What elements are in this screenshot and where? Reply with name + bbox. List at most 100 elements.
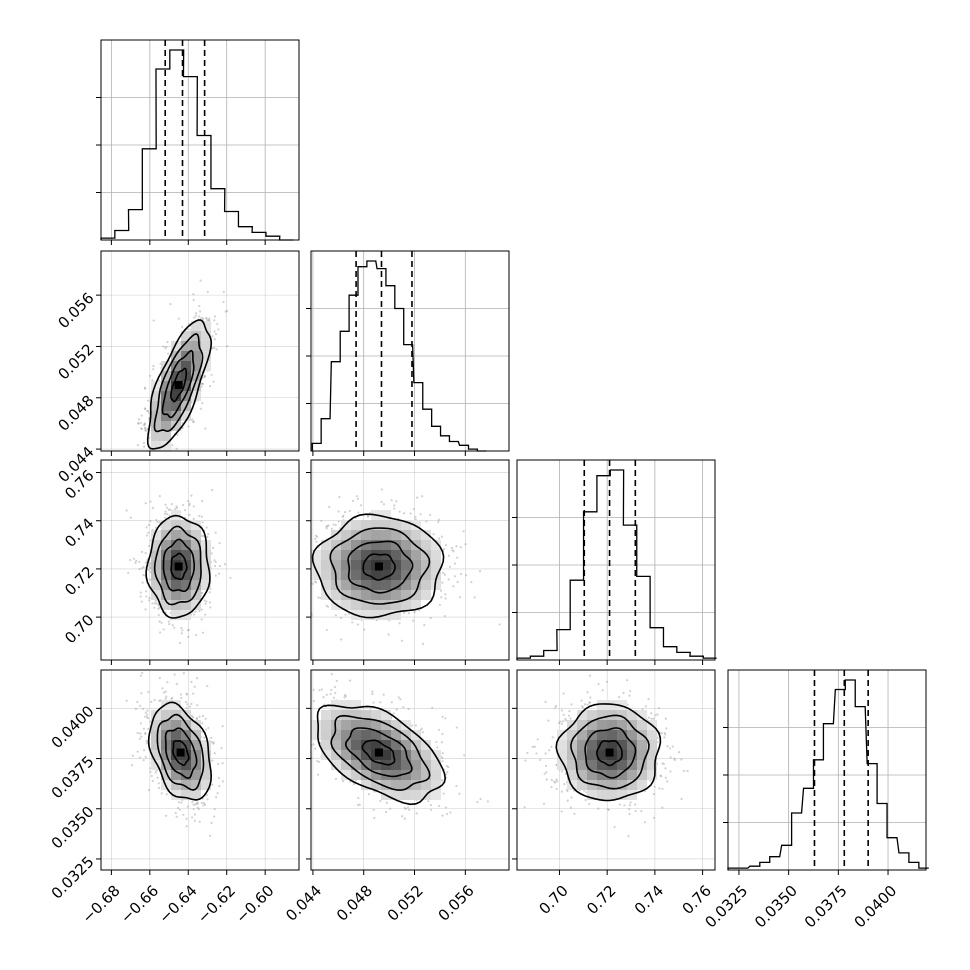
y-tick-label: 0.0375 [48,752,98,802]
scatter-point [142,441,145,444]
scatter-point [148,596,151,600]
scatter-point [205,728,208,731]
scatter-point [165,793,168,796]
density-cell [401,580,411,590]
scatter-point [213,330,216,333]
density-cell [351,560,361,570]
contour-line [153,525,202,606]
density-cell [391,520,401,530]
scatter-point [208,591,211,594]
scatter-point [432,533,435,536]
scatter-point [206,535,209,538]
scatter-point [441,760,444,763]
scatter-point [164,697,167,700]
scatter-point [442,792,445,795]
scatter-point [161,687,164,690]
scatter-point [170,503,173,506]
scatter-point [367,793,370,796]
scatter-point [188,513,191,516]
scatter-point [335,679,338,682]
density-cell [391,600,401,610]
scatter-point [326,524,329,528]
scatter-point [144,755,147,759]
scatter-point [161,457,163,459]
x-tick-label: −0.62 [194,882,239,927]
scatter-point [158,495,161,498]
scatter-point [162,628,165,631]
scatter-point [429,804,433,807]
scatter-point [149,500,152,503]
scatter-point [473,596,476,599]
density-cell [391,560,401,570]
scatter-point [201,631,205,634]
density-cell [431,540,441,550]
density-cell [161,590,171,600]
density-cell [171,421,181,431]
scatter-point [164,516,167,519]
scatter-point [303,693,305,695]
scatter-point [151,507,154,510]
scatter-point [144,502,147,505]
contour-line [162,538,195,593]
scatter-point [185,706,188,709]
scatter-point [476,800,479,804]
scatter-point [316,535,319,538]
scatter-point [402,611,406,614]
scatter-point [444,717,447,720]
scatter-point [399,698,402,701]
scatter-point [330,527,334,530]
density-cell [341,570,351,580]
scatter-point [393,504,396,507]
scatter-point [212,742,215,745]
density-cell [391,530,401,540]
scatter-point [173,673,176,676]
scatter-point [192,420,195,423]
density-cell [171,520,181,530]
scatter-point [125,699,128,702]
scatter-point [154,771,157,774]
scatter-point [139,421,143,425]
scatter-point [312,743,315,746]
scatter-point [171,624,174,627]
density-cell [381,540,391,550]
scatter-point [211,488,214,492]
scatter-point [157,604,160,607]
scatter-point [213,807,216,811]
density-cell [191,560,201,570]
scatter-point [151,602,154,605]
scatter-point [314,581,318,584]
scatter-point [207,726,210,730]
scatter-point [437,728,441,732]
scatter-point [304,542,306,544]
density-cell [171,540,181,550]
scatter-point [147,410,150,413]
density-cell [421,590,431,600]
scatter-point [211,759,214,762]
scatter-point [222,290,225,293]
scatter-point [407,707,410,711]
scatter-point [356,623,359,626]
scatter-point [398,622,401,625]
scatter-point [175,506,179,509]
scatter-point [153,606,156,609]
scatter-point [155,602,158,605]
scatter-point [134,707,138,710]
density-cell [421,560,431,570]
scatter-point [145,715,149,719]
scatter-point [202,804,205,807]
scatter-point [198,715,201,718]
scatter-point [191,418,194,421]
scatter-point [382,693,385,696]
scatter-point [215,796,218,799]
scatter-point [334,614,338,617]
scatter-point [344,695,347,698]
scatter-point [214,531,217,534]
contour-line [161,349,195,419]
scatter-point [138,737,141,740]
x-tick-label: 0.0350 [751,882,801,932]
density-cell [401,570,411,580]
contour-line [329,527,431,605]
density-cell [171,600,181,610]
scatter-point [338,495,341,499]
density-cell [171,371,181,381]
